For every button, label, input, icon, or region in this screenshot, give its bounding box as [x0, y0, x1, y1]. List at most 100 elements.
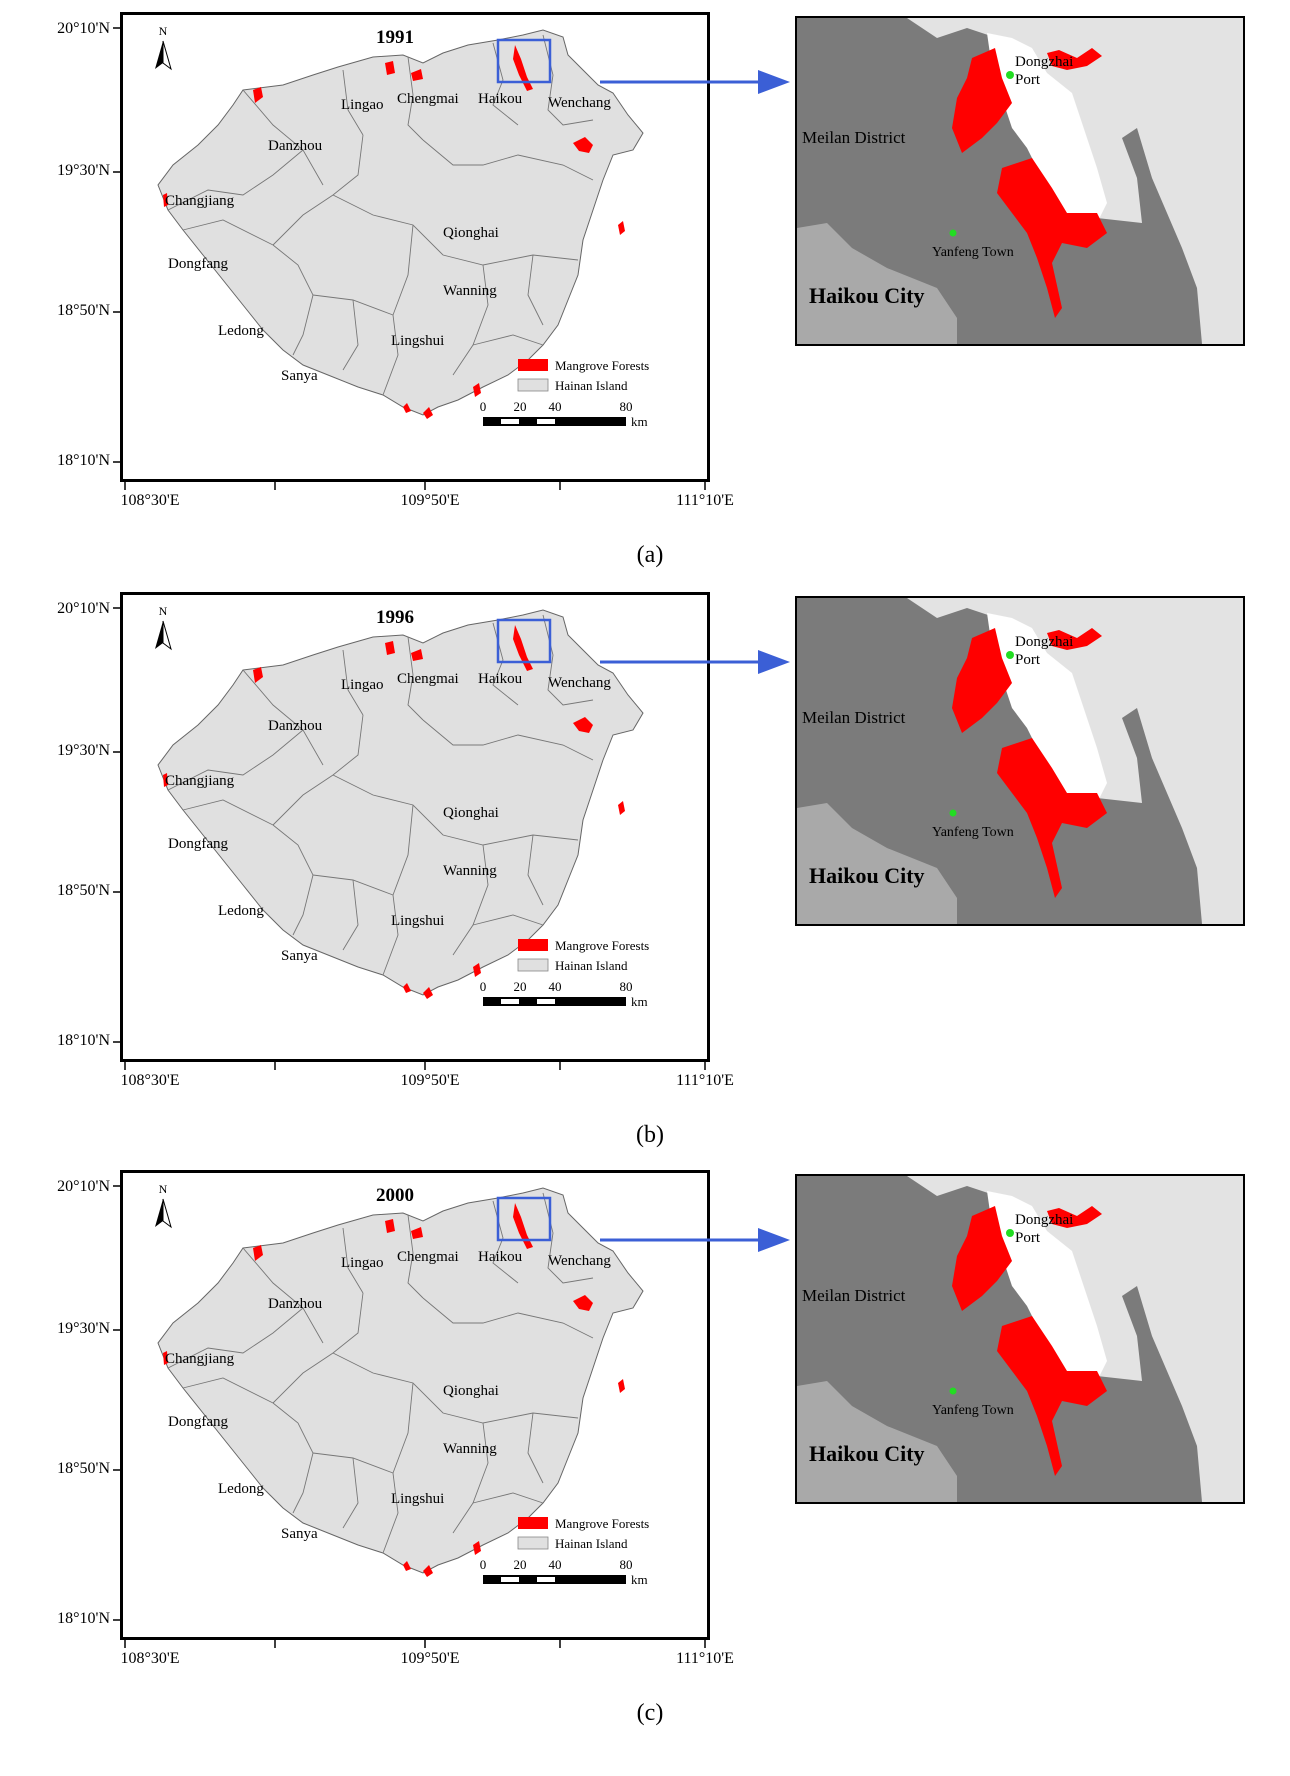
scale-tick-40: 40 [549, 1557, 562, 1572]
city-sanya: Sanya [281, 368, 318, 384]
inset-yanfeng-label: Yanfeng Town [932, 825, 1014, 840]
highlight-box [496, 618, 552, 664]
scale-tick-80: 80 [620, 1557, 633, 1572]
city-chengmai: Chengmai [397, 91, 459, 107]
inset-haikou-city-label: Haikou City [809, 283, 925, 308]
legend-swatch-island [517, 378, 549, 392]
city-qionghai: Qionghai [443, 225, 499, 241]
inset-map-frame: Dongzhai Port Meilan District Yanfeng To… [795, 1174, 1245, 1504]
legend-swatch-mangrove [518, 1517, 548, 1529]
scale-tick-20: 20 [514, 1557, 527, 1572]
dongzhai-port-point [1006, 1229, 1014, 1237]
north-label: N [159, 1182, 168, 1196]
map-legend: Mangrove Forests Hainan Island [517, 358, 649, 393]
mangrove-patches [163, 45, 625, 419]
haikou-city-shape [797, 1381, 957, 1502]
axis-ticks [113, 1185, 706, 1648]
city-wenchang: Wenchang [548, 1253, 611, 1269]
city-changjiang: Changjiang [165, 1351, 235, 1367]
legend-island-label: Hainan Island [555, 378, 628, 393]
lat-label-20-10: 20°10'N [57, 600, 110, 617]
city-ledong: Ledong [218, 1481, 264, 1497]
lat-label-18-50: 18°50'N [57, 302, 110, 319]
inset-yanfeng-label: Yanfeng Town [932, 1403, 1014, 1418]
north-arrow: N [155, 604, 172, 651]
city-changjiang: Changjiang [165, 193, 235, 209]
scale-bar: 0 20 40 80 km [480, 979, 648, 1009]
inset-haikou-city-label: Haikou City [809, 863, 925, 888]
inset-mangrove-patches [952, 1206, 1107, 1476]
city-dongfang: Dongfang [168, 836, 228, 852]
north-label: N [159, 24, 168, 38]
lat-label-18-50: 18°50'N [57, 882, 110, 899]
lon-label-111-10: 111°10'E [676, 1650, 734, 1667]
legend-swatch-mangrove [518, 359, 548, 371]
inset-mangrove-patches [952, 628, 1107, 898]
hainan-map: 2000 N Lingao Chengmai Haikou Wenchang D… [155, 1182, 649, 1587]
city-ledong: Ledong [218, 903, 264, 919]
lat-label-18-10: 18°10'N [57, 452, 110, 469]
city-wanning: Wanning [443, 863, 497, 879]
hainan-map-frame: 1996 N Lingao Chengmai Haikou Wenchang D… [120, 592, 710, 1062]
yanfeng-town-point [949, 809, 957, 817]
inset-map: Dongzhai Port Meilan District Yanfeng To… [797, 1176, 1202, 1502]
inset-meilan-label: Meilan District [802, 708, 906, 727]
scale-tick-80: 80 [620, 399, 633, 414]
city-danzhou: Danzhou [268, 138, 323, 154]
legend-island-label: Hainan Island [555, 1536, 628, 1551]
inset-meilan-label: Meilan District [802, 1286, 906, 1305]
inset-map: Dongzhai Port Meilan District Yanfeng To… [797, 18, 1202, 344]
hainan-map-frame: 2000 N Lingao Chengmai Haikou Wenchang D… [120, 1170, 710, 1640]
scale-tick-0: 0 [480, 1557, 487, 1572]
map-year-title: 1991 [376, 27, 414, 48]
map-legend: Mangrove Forests Hainan Island [517, 1516, 649, 1551]
inset-map: Dongzhai Port Meilan District Yanfeng To… [797, 598, 1202, 924]
city-lingao: Lingao [341, 97, 384, 113]
city-sanya: Sanya [281, 1526, 318, 1542]
dongzhai-port-point [1006, 651, 1014, 659]
inset-port-label: Port [1015, 652, 1041, 668]
dongzhai-port-point [1006, 71, 1014, 79]
legend-mangrove-label: Mangrove Forests [555, 358, 649, 373]
scale-unit: km [631, 994, 648, 1009]
inset-dongzhai-label: Dongzhai [1015, 634, 1073, 650]
scale-tick-0: 0 [480, 979, 487, 994]
lat-label-19-30: 19°30'N [57, 162, 110, 179]
lat-label-20-10: 20°10'N [57, 1178, 110, 1195]
lat-label-18-50: 18°50'N [57, 1460, 110, 1477]
city-haikou: Haikou [478, 1249, 523, 1265]
inset-dongzhai-label: Dongzhai [1015, 54, 1073, 70]
map-year-title: 2000 [376, 1185, 414, 1206]
district-borders [167, 1192, 594, 1554]
city-sanya: Sanya [281, 948, 318, 964]
inset-map-frame: Dongzhai Port Meilan District Yanfeng To… [795, 596, 1245, 926]
city-dongfang: Dongfang [168, 1414, 228, 1430]
city-chengmai: Chengmai [397, 671, 459, 687]
city-wanning: Wanning [443, 1441, 497, 1457]
yanfeng-town-point [949, 1387, 957, 1395]
legend-mangrove-label: Mangrove Forests [555, 1516, 649, 1531]
lat-label-18-10: 18°10'N [57, 1610, 110, 1627]
city-labels: Lingao Chengmai Haikou Wenchang Danzhou … [165, 1249, 611, 1542]
north-label: N [159, 604, 168, 618]
lon-label-111-10: 111°10'E [676, 1072, 734, 1089]
inset-map-frame: Dongzhai Port Meilan District Yanfeng To… [795, 16, 1245, 346]
inset-meilan-label: Meilan District [802, 128, 906, 147]
lon-label-111-10: 111°10'E [676, 492, 734, 509]
panel-caption: (c) [636, 1700, 664, 1726]
axis-ticks [113, 607, 706, 1070]
city-lingshui: Lingshui [391, 1491, 444, 1507]
scale-bar: 0 20 40 80 km [480, 1557, 648, 1587]
inset-port-label: Port [1015, 72, 1041, 88]
city-lingao: Lingao [341, 677, 384, 693]
mangrove-patches [163, 1203, 625, 1577]
connector-arrow [600, 1228, 790, 1252]
scale-unit: km [631, 414, 648, 429]
lat-label-19-30: 19°30'N [57, 1320, 110, 1337]
city-labels: Lingao Chengmai Haikou Wenchang Danzhou … [165, 91, 611, 384]
hainan-map: 1991 N Lingao Chengmai Haikou Wenchang D… [155, 24, 649, 429]
city-changjiang: Changjiang [165, 773, 235, 789]
scale-tick-0: 0 [480, 399, 487, 414]
legend-swatch-island [517, 1536, 549, 1550]
city-wenchang: Wenchang [548, 95, 611, 111]
